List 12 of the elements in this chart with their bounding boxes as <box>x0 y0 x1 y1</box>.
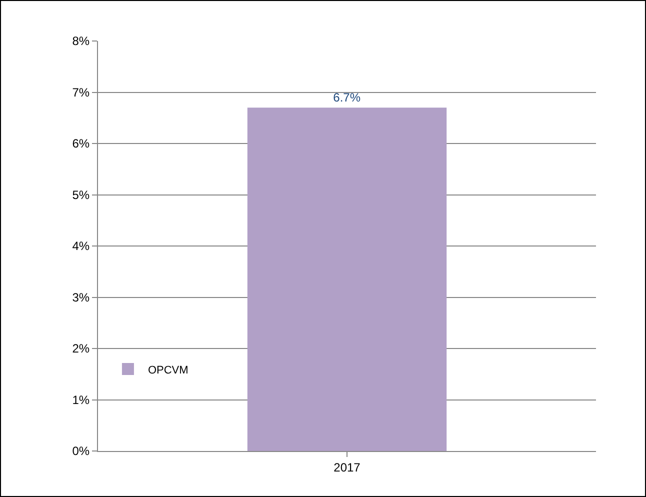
y-tick-label: 4% <box>72 239 90 254</box>
y-tick-label: 3% <box>72 290 90 304</box>
data-label: 6.7% <box>333 90 361 105</box>
y-tick-label: 8% <box>72 34 90 48</box>
y-tick-label: 7% <box>72 85 90 100</box>
y-tick-label: 2% <box>72 342 90 356</box>
x-tick-label: 2017 <box>334 460 361 474</box>
y-tick-label: 0% <box>72 444 90 458</box>
y-tick-label: 6% <box>72 136 90 151</box>
y-tick-label: 1% <box>72 392 90 407</box>
legend-label: OPCVM <box>148 364 188 376</box>
y-tick-label: 5% <box>72 188 90 202</box>
